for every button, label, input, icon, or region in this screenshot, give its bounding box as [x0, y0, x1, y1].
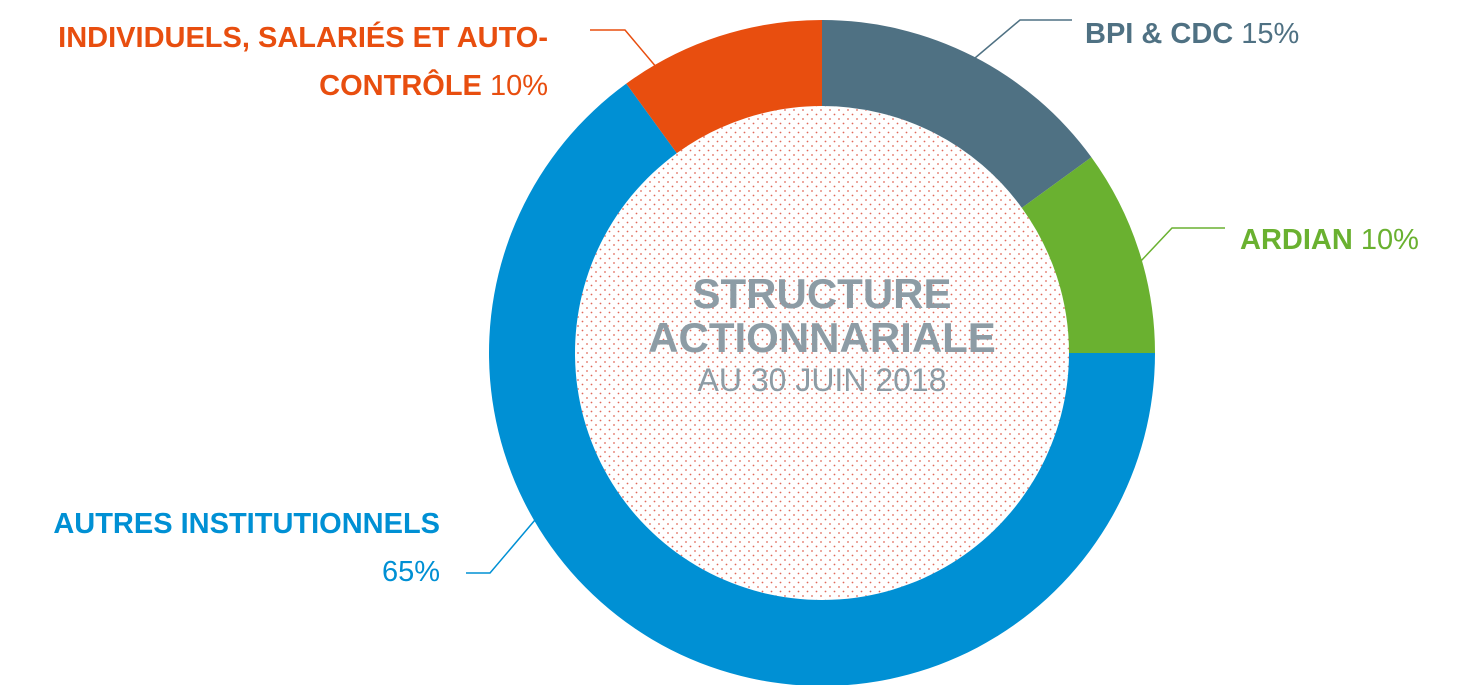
- donut-segment: [1021, 157, 1155, 353]
- category-label: AUTRES INSTITUTIONNELS: [53, 508, 440, 540]
- value-label: 10%: [1360, 224, 1419, 256]
- leader-lines: [466, 19, 1225, 574]
- donut-segment: [626, 19, 822, 154]
- segment-label: AUTRES INSTITUTIONNELS 65%: [10, 500, 440, 596]
- segment-label: ARDIAN 10%: [1240, 216, 1479, 264]
- center-text: STRUCTURE ACTIONNARIALE AU 30 JUIN 2018: [622, 272, 1022, 400]
- value-label: 10%: [489, 70, 548, 102]
- subtitle: AU 30 JUIN 2018: [697, 362, 947, 398]
- value-label: 65%: [381, 556, 440, 588]
- title: STRUCTURE ACTIONNARIALE: [648, 270, 996, 361]
- segment-label: INDIVIDUELS, SALARIÉS ET AUTO-CONTRÔLE 1…: [10, 14, 548, 110]
- value-label: 15%: [1241, 18, 1300, 50]
- segment-label: BPI & CDC 15%: [1085, 10, 1465, 58]
- category-label: ARDIAN: [1240, 224, 1353, 256]
- donut-segment: [822, 20, 1092, 208]
- center-pattern: [575, 106, 1069, 600]
- category-label: INDIVIDUELS, SALARIÉS ET AUTO-CONTRÔLE: [58, 22, 548, 102]
- category-label: BPI & CDC: [1085, 18, 1234, 50]
